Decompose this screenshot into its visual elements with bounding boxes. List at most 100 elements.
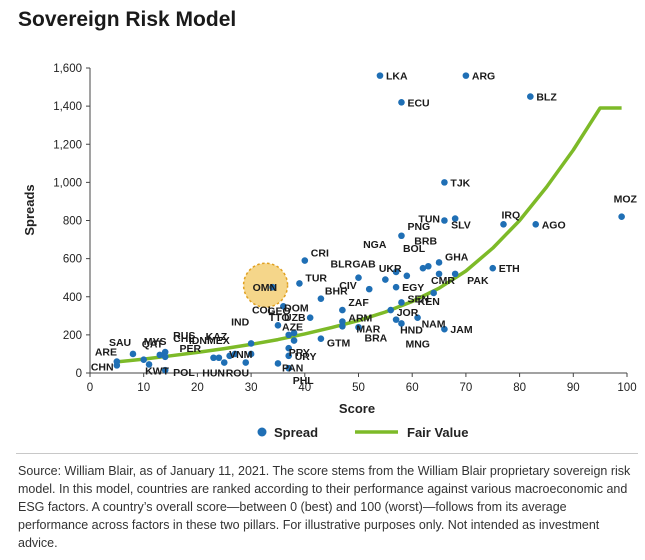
point-label: BOL — [403, 243, 426, 255]
point-label: SEN — [407, 293, 429, 305]
point-label: SLV — [451, 220, 471, 232]
x-tick-label: 70 — [460, 382, 473, 394]
spread-point — [435, 259, 443, 266]
point-label: ARG — [472, 71, 495, 83]
spread-point — [355, 323, 362, 331]
spread-point — [274, 360, 282, 367]
point-label: AZE — [282, 322, 303, 334]
spread-point — [215, 354, 223, 362]
point-label: NGA — [363, 239, 387, 251]
spread-point — [392, 316, 400, 323]
spread-point — [451, 270, 459, 278]
point-label: ROU — [226, 368, 249, 380]
point-label: JOR — [397, 307, 419, 319]
point-label: COL — [252, 304, 275, 316]
x-tick-label: 40 — [298, 382, 311, 394]
point-label: PAK — [467, 275, 489, 287]
spread-point — [220, 359, 228, 366]
x-tick-label: 80 — [513, 382, 526, 394]
spread-point — [403, 272, 411, 280]
spread-point — [392, 283, 400, 291]
spread-point — [285, 344, 292, 352]
highlight-layer — [242, 262, 289, 308]
point-label: SAU — [109, 337, 131, 349]
y-tick-label: 200 — [63, 330, 82, 342]
spread-point — [317, 335, 325, 342]
spread-point — [317, 295, 325, 302]
point-label: POL — [173, 367, 195, 379]
y-axis-title: Spreads — [22, 184, 37, 235]
x-axis-title: Score — [339, 401, 375, 416]
spread-point — [430, 289, 437, 297]
point-label: AGO — [542, 219, 566, 231]
x-tick-label: 0 — [87, 382, 93, 394]
point-label: MAR — [356, 323, 380, 335]
spread-point — [398, 320, 405, 327]
x-tick-label: 30 — [245, 382, 258, 394]
point-label: PRY — [289, 347, 310, 359]
point-label: PNG — [407, 221, 430, 233]
source-note: Source: William Blair, as of January 11,… — [18, 464, 631, 550]
spread-point — [156, 351, 164, 359]
point-label: URY — [295, 351, 317, 363]
spread-point — [339, 322, 346, 330]
point-label: BRB — [414, 235, 437, 247]
page-title: Sovereign Risk Model — [18, 8, 237, 31]
spread-point — [392, 268, 400, 276]
spread-point — [339, 318, 346, 325]
spread-point — [489, 264, 497, 272]
point-label: BLR — [331, 259, 353, 271]
legend-spread-marker — [257, 427, 267, 437]
point-label: MYS — [144, 336, 167, 348]
point-label: PAN — [282, 362, 303, 374]
point-label: OMN — [253, 282, 278, 294]
spread-point — [451, 215, 459, 222]
scatter-chart: 0 200 400 600 800 1,000 1,200 1,400 1,600 0 10 20 30… — [22, 63, 638, 440]
spread-point — [285, 331, 292, 339]
point-label: BRA — [365, 332, 388, 344]
point-label: IRQ — [501, 209, 520, 221]
spread-point — [274, 322, 282, 329]
divider — [16, 453, 638, 454]
point-label: MNG — [405, 338, 430, 350]
spread-point — [376, 72, 384, 79]
spread-point — [113, 358, 121, 365]
point-label: ARE — [95, 347, 117, 359]
spread-point — [441, 179, 448, 186]
spread-point — [231, 350, 239, 358]
point-label: LKA — [386, 71, 408, 83]
spread-point — [527, 93, 534, 100]
x-tick-label: 20 — [191, 382, 204, 394]
point-label: PER — [180, 343, 202, 355]
point-label: BLZ — [536, 92, 557, 104]
spread-point — [285, 352, 292, 360]
spread-point — [618, 213, 625, 220]
spread-point — [419, 264, 427, 272]
x-tick-label: 50 — [352, 382, 365, 394]
point-label: DOM — [284, 303, 309, 315]
x-tick-label: 100 — [617, 382, 636, 394]
point-label: UZB — [284, 312, 306, 324]
spread-points-layer — [113, 72, 625, 374]
y-tick-label: 600 — [63, 254, 82, 266]
spread-point — [441, 217, 448, 224]
spread-point — [414, 314, 421, 322]
point-label: CIV — [339, 280, 357, 292]
spread-point — [285, 364, 292, 372]
legend: Spread Fair Value — [257, 425, 468, 440]
point-label: GEO — [267, 305, 290, 317]
x-tick-label: 10 — [137, 382, 150, 394]
y-tick-label: 1,200 — [53, 139, 82, 151]
spread-point — [290, 337, 298, 344]
point-label: KAZ — [206, 331, 228, 343]
spread-point — [500, 221, 507, 228]
spread-point — [387, 306, 395, 314]
spread-point — [425, 262, 432, 270]
spread-point — [269, 283, 276, 291]
legend-spread-label: Spread — [274, 425, 318, 440]
point-label: ETH — [499, 263, 520, 275]
point-label: ECU — [407, 97, 429, 109]
spread-point — [532, 221, 540, 228]
fair-value-layer — [116, 106, 622, 364]
